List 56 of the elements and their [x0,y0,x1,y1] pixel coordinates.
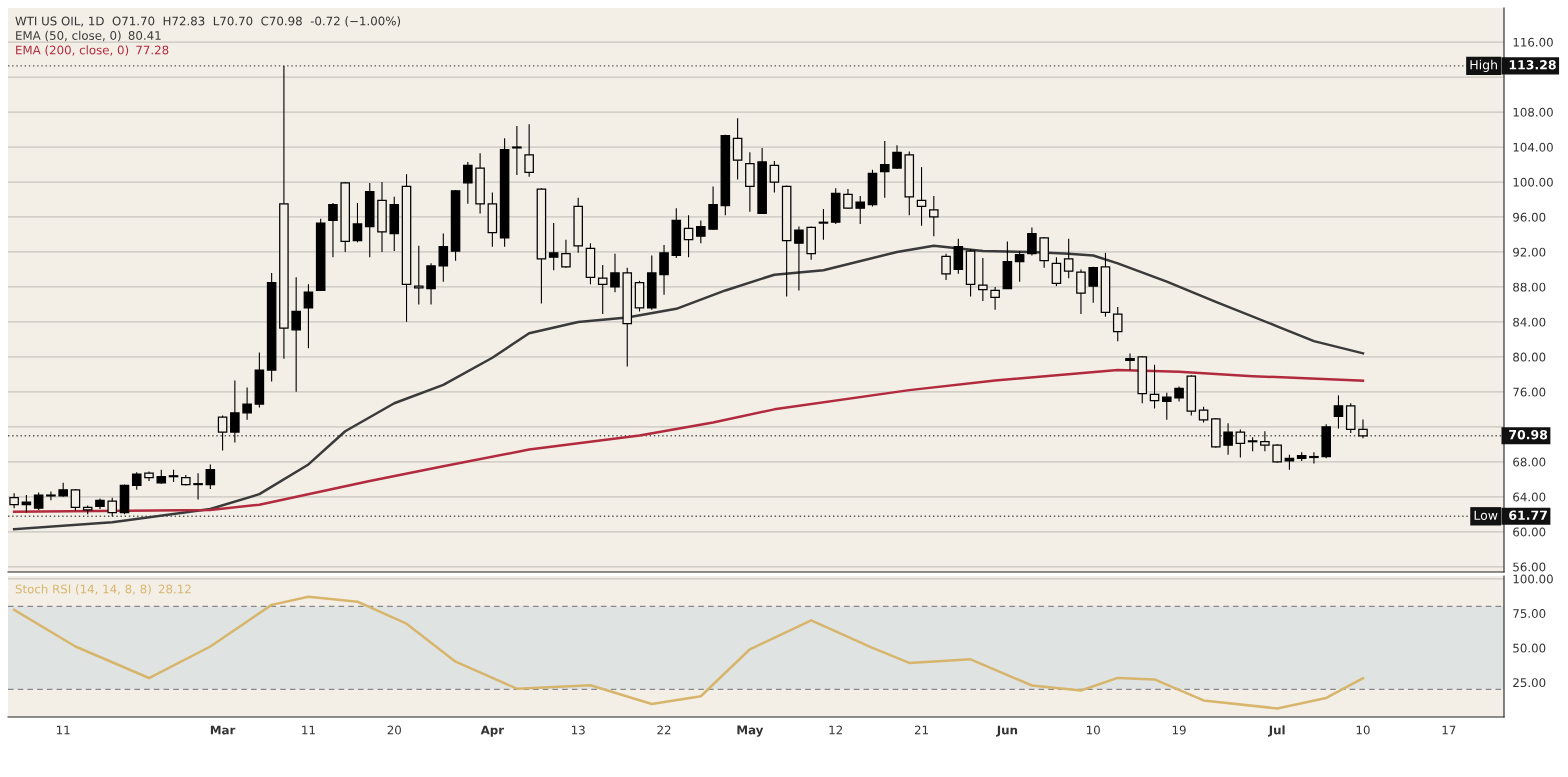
candlestick [144,471,154,482]
y-tick-label: 50.00 [1513,643,1546,653]
y-tick-label: 108.00 [1513,107,1553,117]
y-tick-label: 100.00 [1513,177,1553,187]
candlestick [328,203,338,258]
text: 113.28 [1509,60,1556,70]
candlestick [377,182,387,252]
x-tick-label: Jun [996,725,1018,737]
x-tick-label: Apr [480,725,505,737]
y-tick-label: 96.00 [1513,212,1546,222]
candlestick [610,253,620,293]
ref-line-label: Low [1474,510,1498,520]
x-tick-label: 13 [571,725,585,735]
x-tick-label: 19 [1172,725,1186,735]
candlestick [1125,353,1135,371]
y-tick-label: 100.00 [1513,574,1553,584]
candlestick [1076,269,1086,315]
candlestick [1358,419,1368,439]
y-tick-label: 25.00 [1513,678,1546,688]
text: EMA (50, close, 0) [16,30,121,42]
x-tick-label: 22 [657,725,671,735]
x-tick-label: Mar [210,725,236,735]
line-series [12,595,1365,710]
x-tick-label: 11 [56,725,70,735]
y-tick-label: 75.00 [1513,609,1546,618]
y-tick-label: 88.00 [1513,282,1546,292]
y-tick-label: 68.00 [1513,457,1546,467]
y-tick-label: 92.00 [1513,247,1546,257]
y-tick-label: 56.00 [1513,562,1546,572]
x-tick-label: 12 [829,725,843,735]
x-tick-label: 10 [1087,725,1100,735]
text: WTI US OIL, 1D O71.70 H72.83 L70.70 C70.98 -0.72 (−1.00%) [15,16,401,27]
y-tick-label: 76.00 [1513,387,1546,397]
x-tick-label: 20 [387,725,401,735]
y-tick-label: 60.00 [1513,527,1546,537]
text: 70.98 [1509,429,1548,440]
x-tick-label: 10 [1356,725,1370,735]
ref-line-label: High [1470,59,1497,72]
y-tick-label: 64.00 [1513,492,1546,502]
line-series [12,368,1365,513]
x-tick-label: 21 [914,725,928,735]
x-tick-label: 17 [1442,725,1456,735]
annotation: 77.28 [136,45,169,55]
y-tick-label: 104.00 [1513,142,1553,152]
x-tick-label: Jul [1268,725,1285,737]
x-tick-label: 11 [302,725,315,735]
candlestick [659,244,669,295]
text: 61.77 [1509,510,1547,520]
x-tick-label: May [737,725,764,737]
annotation: 80.41 [128,31,161,40]
y-tick-label: 84.00 [1513,317,1546,327]
y-tick-label: 80.00 [1513,352,1546,362]
annotation: 28.12 [158,584,191,594]
series-label: Stoch RSI (14, 14, 8, 8) [15,584,151,595]
y-tick-label: 116.00 [1513,37,1553,47]
text: EMA (200, close, 0) [16,45,129,56]
